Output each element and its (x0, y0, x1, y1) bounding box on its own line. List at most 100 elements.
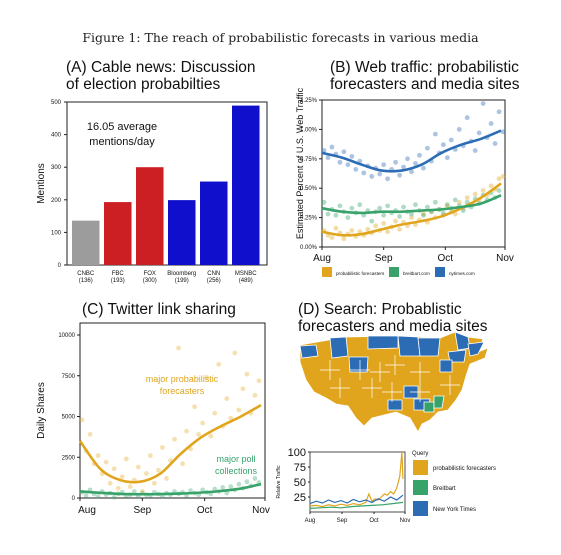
panel-b-point (322, 200, 327, 205)
panel-b-point (381, 213, 386, 218)
panel-c-point (112, 466, 117, 471)
panel-d-inset-line (310, 502, 403, 508)
panel-b-point (477, 131, 482, 136)
panel-a-bar (232, 106, 260, 265)
panel-b-point (421, 213, 426, 218)
panel-b-point (457, 127, 462, 132)
panel-a-category-label: FOX (144, 271, 156, 277)
panel-c-point (184, 429, 189, 434)
panel-a-bar (168, 200, 196, 265)
panel-b-point (341, 149, 346, 154)
panel-c-xtick-label: Sep (133, 505, 151, 516)
panel-a-ytick-label: 200 (51, 198, 62, 204)
panel-b-point (373, 223, 378, 228)
panel-c-point (128, 484, 133, 489)
panel-b-point (441, 142, 446, 147)
panel-d-legend-swatch (413, 501, 428, 516)
panel-d-legend-label: probabilistic forecasters (433, 466, 496, 472)
panel-b-point (369, 219, 374, 224)
panel-c-point (96, 494, 101, 499)
panel-d-inset-xtick-label: Oct (369, 518, 379, 524)
us-map-state-green (424, 402, 434, 412)
panel-b-trend-line (322, 183, 501, 235)
panel-b-point (385, 229, 390, 234)
panel-c-xtick-label: Nov (252, 505, 270, 516)
panel-b-point (330, 235, 335, 240)
panel-d-inset-xtick-label: Sep (337, 518, 348, 524)
panel-b-point (489, 121, 494, 126)
panel-a-category-label: CNN (207, 271, 220, 277)
panel-c-point (152, 481, 157, 486)
panel-b-point (349, 228, 354, 233)
panel-c-point (80, 417, 85, 422)
panel-d-legend-label: New York Times (433, 507, 476, 513)
panel-b-point (401, 205, 406, 210)
us-map-state-blue (388, 400, 402, 410)
panel-c-point (245, 372, 250, 377)
panel-b-point (397, 227, 402, 232)
us-map-state-blue (300, 345, 318, 358)
panel-c-xtick-label: Aug (78, 505, 96, 516)
panel-b-point (377, 206, 382, 211)
panel-b-point (385, 176, 390, 181)
panel-c-point (88, 432, 93, 437)
panel-c-point (220, 485, 225, 490)
panel-b-point (425, 205, 430, 210)
panel-c-point (176, 346, 181, 351)
panel-d-inset-xtick-label: Nov (400, 518, 411, 524)
panel-a-category-label: FBC (112, 271, 125, 277)
panel-a-category-count: (489) (239, 278, 253, 284)
panel-b-point (481, 188, 486, 193)
panel-b-ytick-label: 0.00% (300, 245, 318, 251)
panel-b-point (501, 174, 506, 179)
panel-d-inset-xtick-label: Aug (305, 518, 316, 524)
panel-a-bar (136, 167, 164, 265)
panel-c-point (216, 362, 221, 367)
panel-c-point (160, 445, 165, 450)
panel-b-xtick-label: Oct (438, 253, 454, 264)
panel-b-point (425, 146, 430, 151)
panel-b-point (497, 188, 502, 193)
panel-c-point (144, 471, 149, 476)
panel-b-point (365, 227, 370, 232)
panel-a-annotation: 16.05 average mentions/day (87, 121, 157, 148)
panel-c-ylabel: Daily Shares (36, 382, 47, 439)
panel-b-point (449, 138, 454, 143)
us-map-state-blue (455, 332, 470, 350)
panel-b-legend-label: nytimes.com (449, 271, 475, 276)
panel-a-bar (72, 221, 100, 265)
panel-c-point (232, 351, 237, 356)
panel-c-point (108, 481, 113, 486)
panel-d-inset-ytick-label: 50 (294, 477, 306, 489)
panel-a-category-label: Bloomberg (167, 271, 196, 277)
panel-c-point (124, 456, 129, 461)
panel-c-point (257, 378, 262, 383)
panel-b-point (369, 174, 374, 179)
panel-c-point (136, 465, 141, 470)
panel-b-point (338, 160, 343, 165)
panel-b-point (493, 141, 498, 146)
panel-b-point (393, 160, 398, 165)
panel-d-inset-ytick-label: 100 (288, 447, 306, 459)
us-map-state-green (434, 396, 444, 408)
panel-d-inset-ylabel: Relative Traffic (276, 465, 282, 498)
us-map-state-blue (418, 338, 440, 356)
panel-c-point (236, 408, 241, 413)
panel-a-ylabel: Mentions (36, 163, 47, 204)
panel-c-ytick-label: 10000 (58, 333, 75, 339)
panel-a-ytick-label: 300 (51, 165, 62, 171)
panel-c-ytick-label: 2500 (62, 455, 76, 461)
panel-b-point (326, 155, 331, 160)
panel-b-point (397, 173, 402, 178)
us-map-state-blue (330, 337, 348, 358)
panel-b-point (413, 202, 418, 207)
panel-b-point (397, 214, 402, 219)
panel-b-xtick-label: Aug (313, 253, 331, 264)
panel-b-point (473, 192, 478, 197)
panel-a-ytick-label: 400 (51, 133, 62, 139)
panel-c-annotation-forecasters: major probabilistic forecasters (146, 374, 219, 396)
panel-c-point (172, 437, 177, 442)
panel-c-point (200, 421, 205, 426)
panel-b-point (385, 203, 390, 208)
panel-b-point (465, 115, 470, 120)
